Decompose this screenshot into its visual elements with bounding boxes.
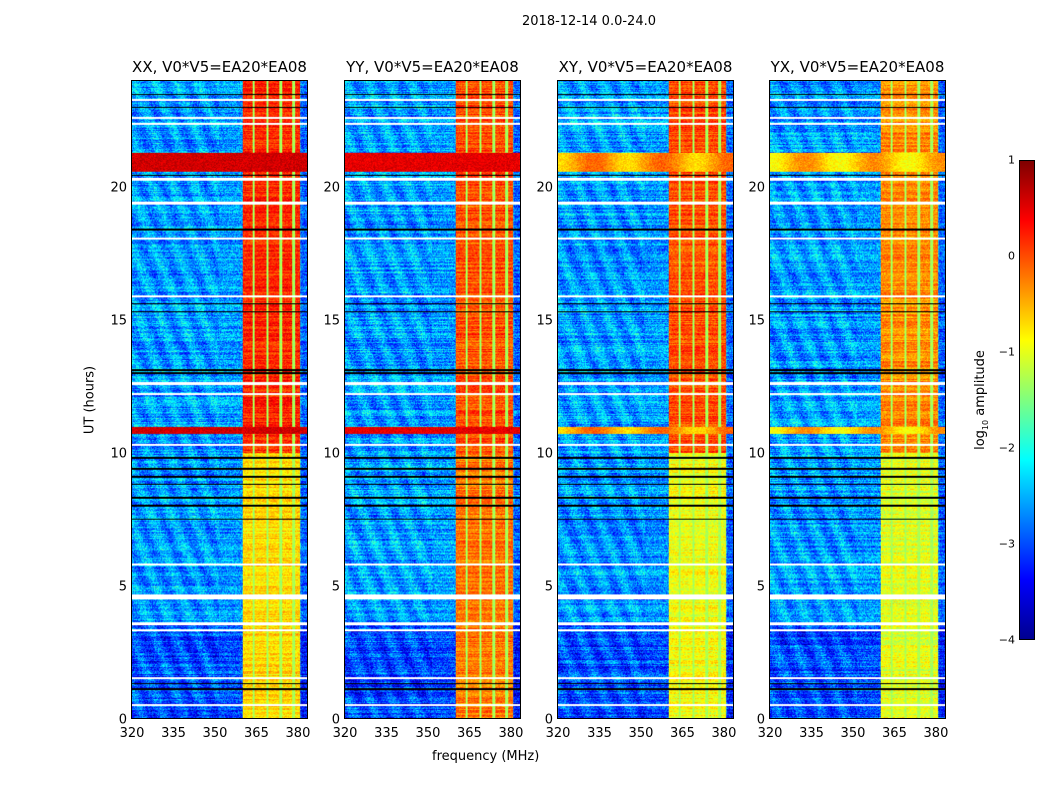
x-tick-label: 320 <box>545 726 571 741</box>
y-tick-label: 10 <box>110 446 127 462</box>
x-tick-label: 320 <box>757 726 783 741</box>
x-tick-label: 350 <box>202 726 228 741</box>
x-tick-label: 365 <box>670 726 695 741</box>
x-tick-label: 320 <box>332 726 358 741</box>
y-tick-label: 15 <box>536 313 553 329</box>
spectrogram-image <box>558 81 733 718</box>
y-tick-label: 15 <box>748 313 765 329</box>
x-tick-label: 380 <box>285 726 311 741</box>
y-tick-label: 20 <box>536 180 553 195</box>
x-tick-label: 335 <box>374 726 399 741</box>
figure-title: 2018-12-14 0.0-24.0 <box>522 14 656 29</box>
y-tick-label: 0 <box>331 712 340 728</box>
x-tick-label: 335 <box>161 726 186 741</box>
colorbar-tick-label: −2 <box>998 441 1015 455</box>
x-axis-label: frequency (MHz) <box>432 749 540 764</box>
y-tick-label: 10 <box>536 446 553 462</box>
x-tick-label: 350 <box>840 726 866 741</box>
colorbar-label: log10 amplitude <box>973 350 990 450</box>
spectrogram-panel-0: XX, V0*V5=EA20*EA08 320 335 350 365 380 0 5 10 15… <box>110 59 310 740</box>
x-tick-label: 380 <box>498 726 524 741</box>
y-tick-label: 5 <box>118 579 127 595</box>
y-tick-label: 0 <box>544 712 553 728</box>
y-axis-label: UT (hours) <box>82 365 98 435</box>
colorbar-tick-label: 0 <box>1008 249 1015 263</box>
spectrogram-image <box>132 81 307 718</box>
x-tick-label: 380 <box>711 726 737 741</box>
y-tick-label: 5 <box>544 579 553 595</box>
colorbar-tick-label: −1 <box>998 345 1015 359</box>
y-tick-label: 5 <box>331 579 340 595</box>
x-tick-label: 335 <box>799 726 824 741</box>
y-tick-label: 20 <box>110 180 127 195</box>
spectrogram-panel-2: XY, V0*V5=EA20*EA08 320 335 350 365 380 0 5 10 15… <box>536 59 736 740</box>
y-tick-label: 0 <box>118 712 127 728</box>
x-tick-label: 350 <box>415 726 441 741</box>
panel-title: YX, V0*V5=EA20*EA08 <box>770 58 945 76</box>
spectrogram-panel-3: YX, V0*V5=EA20*EA08 320 335 350 365 380 0 5 10 15… <box>748 59 948 740</box>
colorbar <box>1019 160 1035 640</box>
panel-title: YY, V0*V5=EA20*EA08 <box>346 58 519 76</box>
y-tick-label: 20 <box>748 180 765 195</box>
panel-title: XY, V0*V5=EA20*EA08 <box>558 58 733 76</box>
spectrogram-image <box>345 81 520 718</box>
y-tick-label: 10 <box>323 446 340 462</box>
colorbar-tick-label: −3 <box>998 537 1015 551</box>
x-tick-label: 320 <box>119 726 145 741</box>
x-tick-label: 380 <box>923 726 949 741</box>
x-tick-label: 365 <box>882 726 907 741</box>
y-tick-label: 10 <box>748 446 765 462</box>
colorbar-tick-label: 1 <box>1008 153 1015 167</box>
panel-title: XX, V0*V5=EA20*EA08 <box>132 58 307 76</box>
y-tick-label: 5 <box>756 579 765 595</box>
y-tick-label: 15 <box>110 313 127 329</box>
x-tick-label: 350 <box>628 726 654 741</box>
y-tick-label: 20 <box>323 180 340 195</box>
spectrogram-panel-1: YY, V0*V5=EA20*EA08 320 335 350 365 380 0 5 10 15… <box>323 59 523 740</box>
y-tick-label: 0 <box>756 712 765 728</box>
x-tick-label: 365 <box>457 726 482 741</box>
x-tick-label: 365 <box>244 726 269 741</box>
spectrogram-image <box>770 81 945 718</box>
x-tick-label: 335 <box>587 726 612 741</box>
y-tick-label: 15 <box>323 313 340 329</box>
colorbar-tick-label: −4 <box>998 633 1015 647</box>
